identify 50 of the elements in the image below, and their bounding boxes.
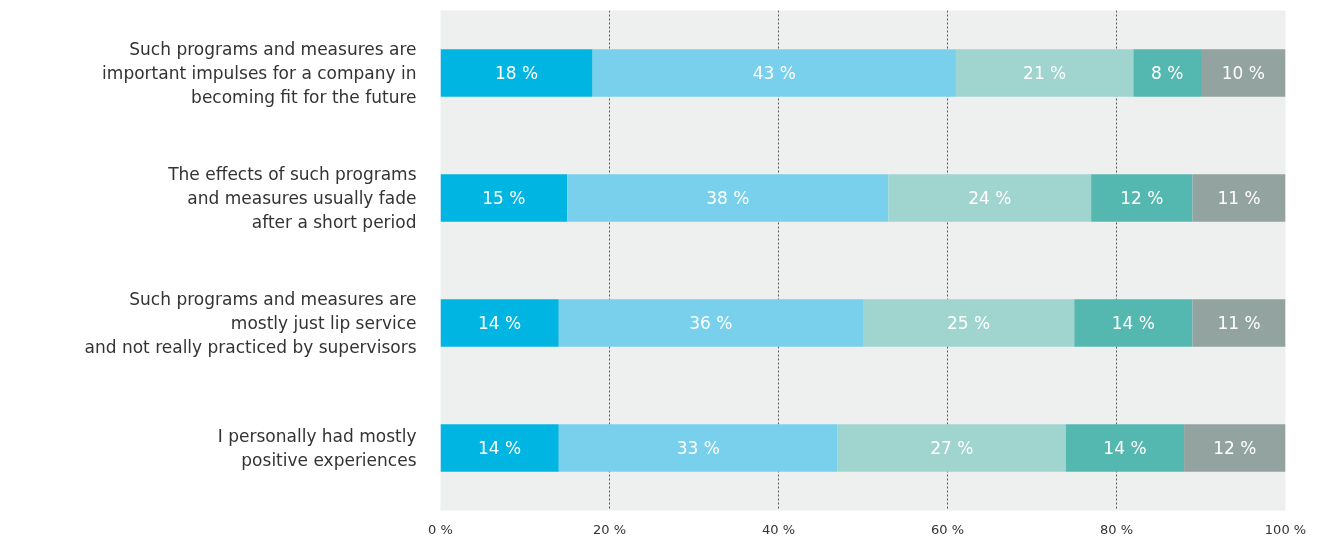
data-label: 11 % <box>1217 188 1261 208</box>
data-label: 25 % <box>947 313 991 333</box>
bar <box>1201 49 1286 97</box>
x-tick-label: 60 % <box>930 521 965 537</box>
data-label: 38 % <box>706 188 750 208</box>
bar <box>592 49 956 97</box>
data-label: 43 % <box>752 63 796 83</box>
data-label: 27 % <box>930 438 974 458</box>
bar <box>558 299 863 347</box>
data-label: 14 % <box>478 313 522 333</box>
bar <box>837 424 1066 472</box>
data-label: 24 % <box>968 188 1012 208</box>
data-label: 15 % <box>482 188 526 208</box>
y-tick-label: Such programs and measures are important impulses for a company in becoming fit for the future <box>102 39 417 107</box>
bar <box>1133 49 1201 97</box>
data-label: 12 % <box>1213 438 1257 458</box>
data-label: 14 % <box>478 438 522 458</box>
bar <box>1074 299 1193 347</box>
x-tick-label: 100 % <box>1264 521 1307 537</box>
bar <box>440 299 559 347</box>
x-tick-label: 40 % <box>761 521 796 537</box>
data-label: 21 % <box>1023 63 1067 83</box>
data-label: 11 % <box>1217 313 1261 333</box>
x-tick-label: 80 % <box>1099 521 1134 537</box>
bar <box>440 49 593 97</box>
bar <box>1091 174 1193 222</box>
data-label: 18 % <box>494 63 539 83</box>
bar <box>955 49 1134 97</box>
bar <box>863 299 1075 347</box>
bar <box>1192 299 1286 347</box>
data-label: 8 % <box>1151 63 1184 83</box>
bar <box>1192 174 1286 222</box>
y-tick-label: I personally had mostly positive experiences <box>217 426 417 470</box>
bar <box>888 174 1092 222</box>
data-label: 36 % <box>689 313 733 333</box>
data-label: 10 % <box>1221 63 1265 83</box>
x-tick-label: 0 % <box>428 521 453 537</box>
data-label: 33 % <box>676 438 720 458</box>
y-tick-label: The effects of such programs and measures usually fade after a short period <box>167 164 417 232</box>
data-label: 14 % <box>1103 438 1147 458</box>
bar <box>567 174 889 222</box>
bar <box>1065 424 1185 472</box>
bar <box>440 424 559 472</box>
bar <box>440 174 568 222</box>
data-label: 12 % <box>1120 188 1164 208</box>
x-tick-label: 20 % <box>592 521 627 537</box>
bar <box>1184 424 1286 472</box>
bar <box>558 424 838 472</box>
y-tick-label: Such programs and measures are mostly just lip service and not really practiced by supervisors <box>84 289 417 357</box>
data-label: 14 % <box>1111 313 1156 333</box>
